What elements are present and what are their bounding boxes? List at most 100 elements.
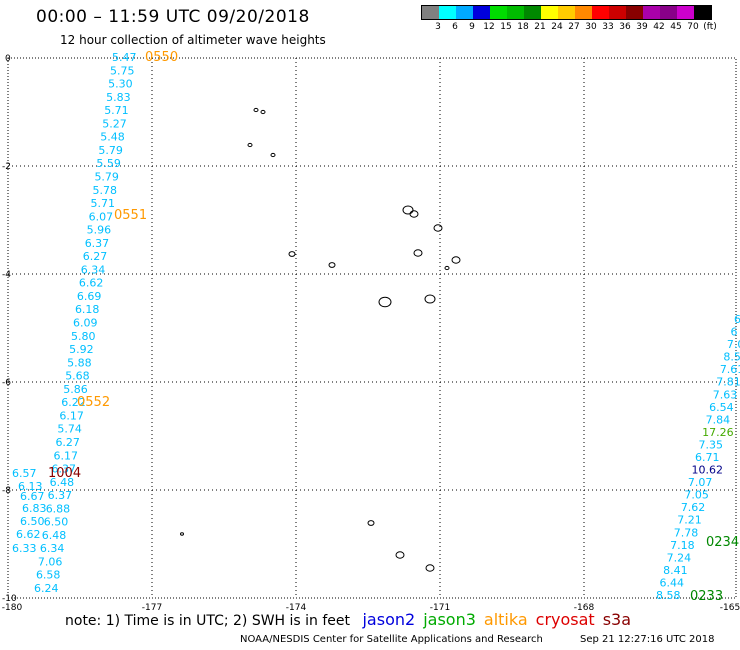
swh-value-label: 8.41 [663,564,688,577]
swh-value-label: 7.35 [699,438,724,451]
swh-value-label: 5.83 [106,91,130,104]
x-axis-tick: -180 [2,603,23,613]
swh-value-label: 6.69 [77,290,102,303]
time-label: 0233 [690,589,723,604]
island-outline [253,107,259,113]
axis-labels: -180 -177 -174 -171 -168 -165 0 -2 -4 -6 -8 -10 [2,54,740,613]
swh-value-label: 6.54 [709,401,734,414]
time-label: 0234 [706,535,739,550]
swh-value-label: 6.58 [36,569,61,582]
swh-value-label: 5.78 [93,184,118,197]
swh-value-label: 6.62 [16,528,41,541]
island-outline [367,520,375,526]
island-outline [395,551,405,559]
legend-swatch [643,6,660,19]
legend-tick: 21 [534,22,546,32]
legend-tick: 3 [435,22,441,32]
swh-value-label: 6.37 [52,463,77,476]
footer-credits: NOAA/NESDIS Center for Satellite Applica… [240,634,543,645]
swh-value-label: 7.61 [720,363,740,376]
satellite-list: jason2 jason3 altika cryosat s3a [362,610,639,629]
swh-value-label: 10.62 [691,464,723,477]
legend-swatch [490,6,507,19]
swh-value-label: 6.50 [20,515,45,528]
satellite-altika: altika [483,610,528,629]
legend-swatch [626,6,643,19]
island-outline [260,109,266,115]
y-axis-tick: -4 [2,270,11,280]
swh-value-label: 7.05 [684,489,709,502]
legend-tick: 30 [585,22,597,32]
swh-value-label: 6.50 [44,516,69,529]
x-axis-tick: -168 [574,603,595,613]
page-title: 00:00 – 11:59 UTC 09/20/2018 [36,7,310,27]
time-label: 1004 [48,466,81,481]
island-outline [409,210,419,218]
legend-swatch [592,6,609,19]
swh-value-label: 7.18 [670,539,695,552]
swh-value-label: 6.09 [73,317,98,330]
swh-value-label: 6.18 [75,303,100,316]
legend-tick: 27 [568,22,580,32]
swh-value-label: 5.48 [100,131,125,144]
swh-value-label: 6.33 [12,542,37,555]
satellite-cryosat: cryosat [535,610,595,629]
legend-swatch [541,6,558,19]
swh-value-label: 6.13 [18,480,43,493]
legend-tick: 45 [670,22,682,32]
swh-value-label: 6.48 [50,476,75,489]
island-outlines [180,107,461,572]
swh-value-label: 6.71 [695,451,720,464]
legend-ticks: 3 6 9 12 15 18 21 24 27 30 33 36 39 42 45 70 (ft) [421,20,717,32]
y-axis-tick: -6 [2,378,11,388]
satellite-jason2: jason2 [362,610,416,629]
x-axis-tick: -174 [286,603,307,613]
legend-tick: 12 [483,22,495,32]
swh-value-label: 5.79 [94,170,119,183]
swh-value-label: 7.62 [681,501,706,514]
legend-tick: 9 [469,22,475,32]
legend-tick: 33 [602,22,614,32]
legend-swatch [422,6,439,19]
legend-tick: 36 [619,22,631,32]
swh-value-label: 6.27 [55,436,79,449]
island-outline [425,564,435,572]
satellite-s3a: s3a [602,610,632,629]
swh-value-label: 6.34 [40,542,65,555]
time-labels: 0550 0551 0552 1004 0234 0233 [48,50,739,604]
x-axis-tick: -171 [430,603,450,613]
swh-value-label: 5.88 [67,356,92,369]
x-axis-tick: -177 [142,603,162,613]
swh-value-label: 6.24 [34,582,59,595]
swh-value-label: 5.68 [65,370,90,383]
footer-timestamp: Sep 21 12:27:16 UTC 2018 [580,634,715,645]
legend-swatches [421,5,712,20]
swh-value-label: 7.06 [38,555,63,568]
island-outline [424,294,436,304]
swh-value-label: 5.80 [71,330,96,343]
color-legend: 3 6 9 12 15 18 21 24 27 30 33 36 39 42 45 70 (ft) [421,5,717,32]
island-outline [378,296,392,308]
swh-value-label: 6.83 [22,502,47,515]
swh-value-label: 6.27 [83,250,108,263]
time-label: 0552 [77,395,110,410]
legend-tick: 24 [551,22,563,32]
satellite-jason3: jason3 [423,610,476,629]
swh-value-label: 6.88 [46,502,70,515]
island-outline [402,205,414,215]
island-outline [451,256,461,264]
island-outline [433,224,443,232]
swh-value-label: 6 [730,326,737,339]
swh-value-label: 5.30 [108,78,133,91]
swh-value-label: 6.37 [48,489,73,502]
swh-value-label: 6.67 [20,490,45,503]
swh-value-label: 6 [734,313,740,326]
swh-value-label: 5.96 [87,224,112,237]
legend-tick: 15 [500,22,512,32]
swh-value-label: 6.22 [61,396,86,409]
track-labels: 5.475.755.305.835.715.275.485.795.595.79… [12,51,740,602]
y-axis-tick: -8 [2,486,11,496]
legend-swatch [575,6,592,19]
island-outline [288,251,296,257]
legend-tick: 42 [653,22,665,32]
